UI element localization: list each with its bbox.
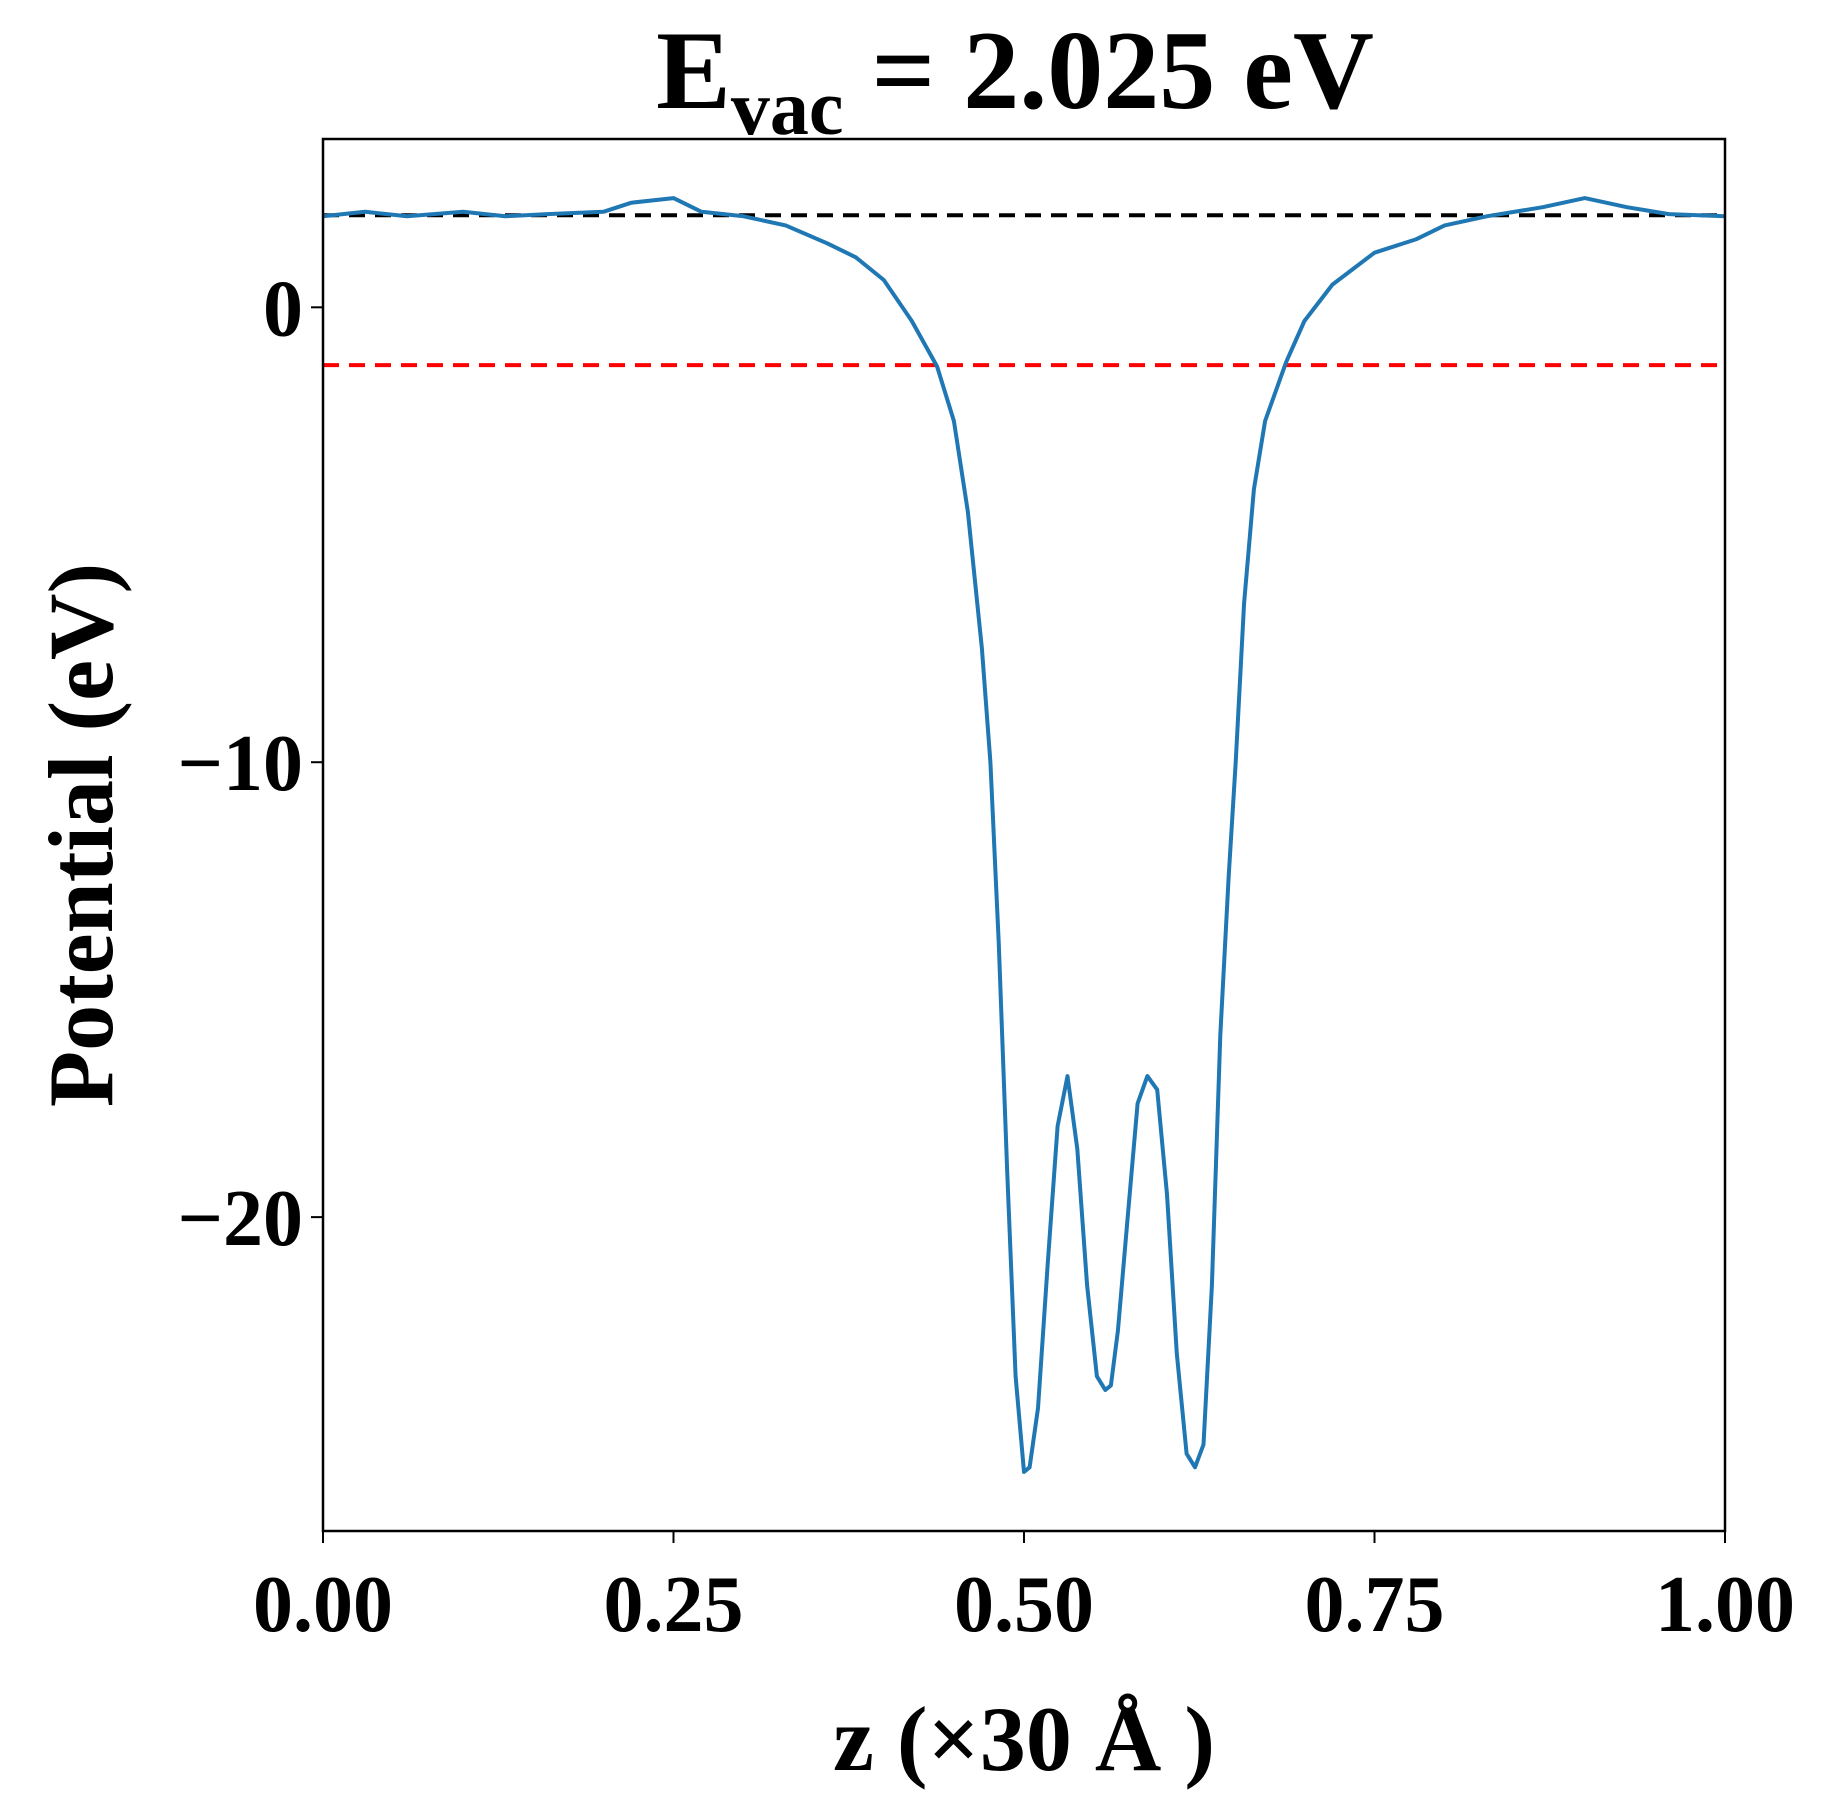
x-tick-label: 0.00 (253, 1561, 393, 1649)
x-tick-label: 0.75 (1305, 1561, 1445, 1649)
x-axis-label: z (×30 Å ) (833, 1688, 1215, 1790)
x-tick-label: 0.50 (954, 1561, 1094, 1649)
title-main: E (656, 9, 731, 133)
x-tick-label: 0.25 (604, 1561, 744, 1649)
title-sub: vac (731, 64, 844, 151)
title-rest: = 2.025 eV (843, 9, 1373, 133)
y-axis-label: Potential (eV) (30, 563, 132, 1107)
y-tick-label: −20 (177, 1175, 303, 1263)
data-line (322, 196, 1726, 1474)
plot-frame (321, 137, 1727, 1533)
y-tick-label: 0 (263, 265, 303, 353)
y-tick-label: −10 (177, 720, 303, 808)
x-tick-label: 1.00 (1655, 1561, 1795, 1649)
chart-title: Evac = 2.025 eV (656, 9, 1374, 151)
